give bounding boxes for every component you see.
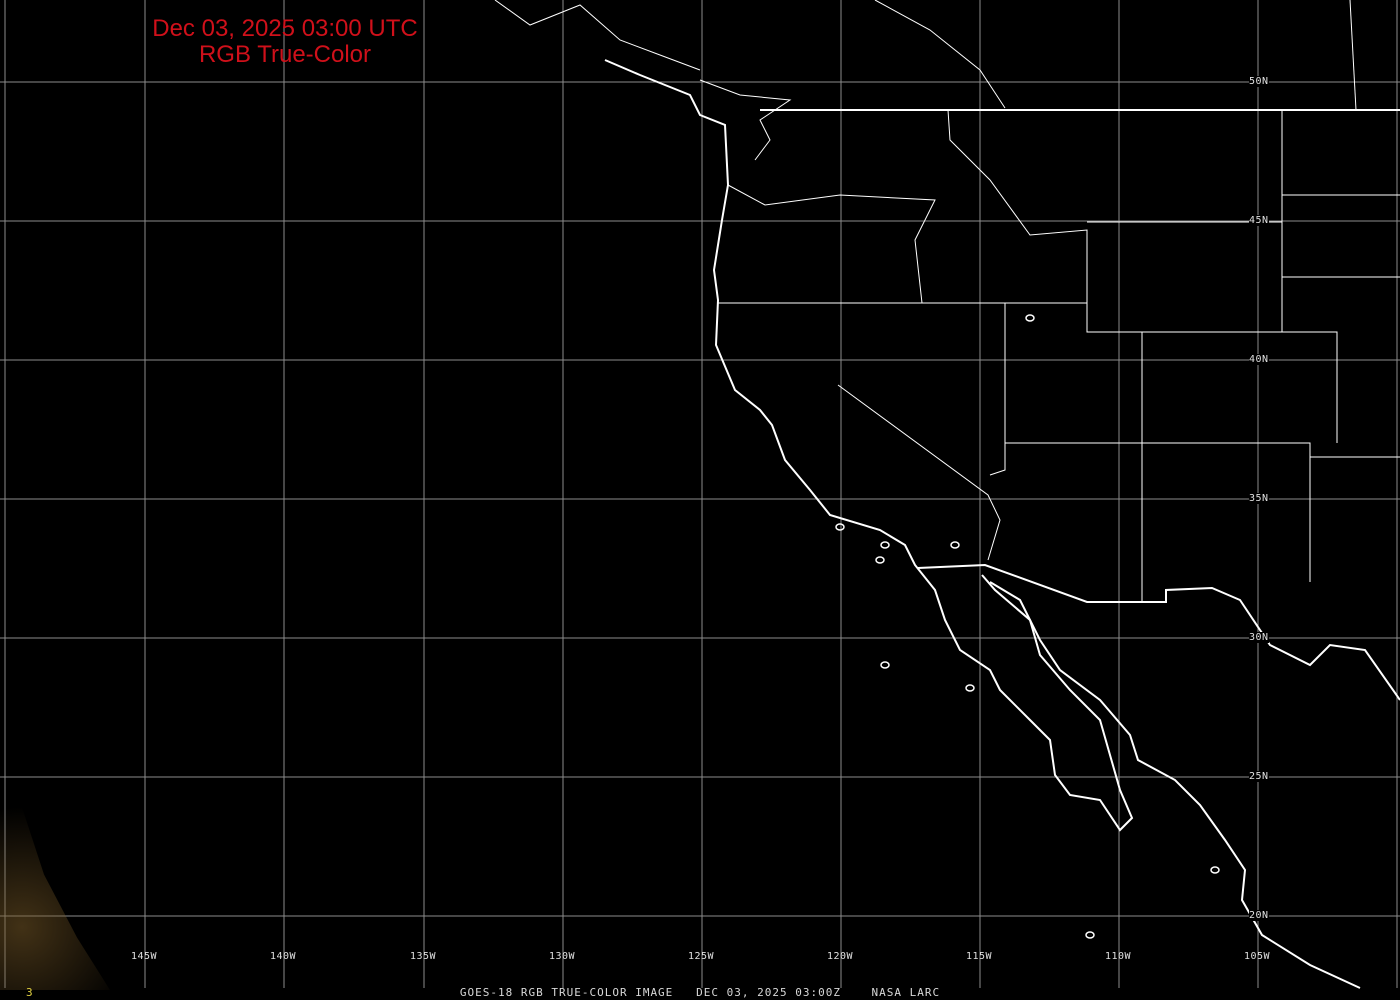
latitude-label: 35N [1249, 493, 1269, 504]
latitude-label: 30N [1249, 632, 1269, 643]
island-outline [1085, 931, 1095, 939]
longitude-label: 125W [688, 951, 715, 962]
island-outline [950, 541, 960, 549]
longitude-label: 110W [1105, 951, 1132, 962]
nv-east [989, 303, 1006, 476]
co [1142, 331, 1338, 443]
island-outline [880, 541, 890, 549]
longitude-label: 105W [1244, 951, 1271, 962]
latitude-label: 45N [1249, 215, 1269, 226]
map-title-datetime: Dec 03, 2025 03:00 UTC [152, 15, 418, 42]
island-outline [835, 523, 845, 531]
longitude-label: 140W [270, 951, 297, 962]
ca-nv-border [837, 384, 1001, 561]
latitude-label: 40N [1249, 354, 1269, 365]
footer-caption: GOES-18 RGB TRUE-COLOR IMAGE DEC 03, 202… [459, 986, 941, 999]
longitude-label: 115W [966, 951, 993, 962]
mexico-mainland-coast [989, 581, 1361, 989]
map-title-product: RGB True-Color [198, 41, 372, 68]
longitude-label: 130W [549, 951, 576, 962]
az-nm [1005, 442, 1311, 582]
island-outline [1210, 866, 1220, 874]
bc-coast [494, 0, 701, 71]
wa-or-border [727, 184, 936, 304]
longitude-label: 120W [827, 951, 854, 962]
latitude-label: 50N [1249, 76, 1269, 87]
west-coastline [604, 59, 1134, 832]
ut-az [1086, 230, 1143, 602]
island-outline [1025, 314, 1035, 322]
latitude-label: 25N [1249, 771, 1269, 782]
puget-sound [699, 79, 792, 161]
island-outline [875, 556, 885, 564]
corner-label: 3 [26, 986, 33, 999]
coastlines-and-borders [494, 0, 1400, 989]
longitude-label: 145W [131, 951, 158, 962]
canada-east [1349, 0, 1357, 111]
island-outline [965, 684, 975, 692]
us-mexico-border [917, 563, 1400, 701]
canada-rockies [874, 0, 1006, 109]
longitude-label: 135W [410, 951, 437, 962]
latitude-label: 20N [1249, 910, 1269, 921]
island-outline [880, 661, 890, 669]
